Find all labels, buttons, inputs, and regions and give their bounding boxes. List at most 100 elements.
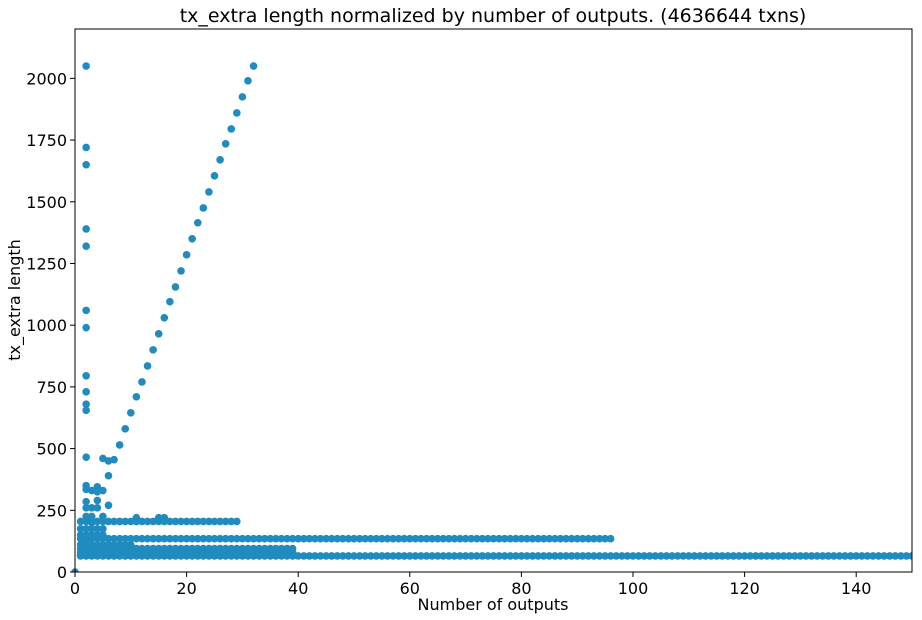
- data-point: [601, 534, 609, 543]
- data-point: [260, 534, 269, 543]
- data-point: [294, 534, 303, 543]
- data-point: [82, 531, 90, 539]
- data-point: [366, 534, 375, 543]
- data-point: [818, 552, 827, 560]
- data-point: [115, 441, 124, 449]
- data-point: [104, 517, 113, 526]
- data-point: [87, 517, 96, 526]
- data-point: [612, 552, 621, 560]
- data-point: [143, 544, 152, 553]
- data-point: [188, 544, 196, 553]
- y-tick-label: 1750: [26, 131, 67, 150]
- data-point: [82, 323, 90, 332]
- data-point: [283, 544, 291, 553]
- data-point: [93, 504, 102, 512]
- data-point: [233, 534, 241, 543]
- data-point: [154, 534, 163, 543]
- data-point: [478, 534, 487, 543]
- data-point: [138, 534, 146, 543]
- data-point: [779, 552, 788, 560]
- data-point: [272, 534, 280, 543]
- data-point: [104, 541, 113, 549]
- data-point: [177, 267, 185, 275]
- data-point: [489, 534, 498, 543]
- data-point: [171, 534, 180, 543]
- data-point: [121, 425, 130, 433]
- data-point: [115, 534, 124, 543]
- data-point: [908, 552, 912, 560]
- data-point: [394, 552, 403, 560]
- data-point: [238, 93, 247, 101]
- data-point: [82, 225, 90, 233]
- data-point: [657, 552, 665, 560]
- data-point: [160, 534, 169, 543]
- data-point: [305, 534, 314, 543]
- data-point: [506, 534, 515, 543]
- data-point: [472, 534, 481, 543]
- data-point: [93, 496, 102, 505]
- data-point: [143, 517, 152, 526]
- data-point: [160, 517, 169, 526]
- data-point: [339, 552, 347, 560]
- data-point: [316, 534, 325, 543]
- data-point: [216, 544, 224, 553]
- data-point: [551, 552, 559, 560]
- data-point: [495, 552, 503, 560]
- data-point: [366, 552, 375, 560]
- data-point: [82, 453, 90, 462]
- data-point: [573, 552, 581, 560]
- data-point: [863, 552, 872, 560]
- plot-frame: [74, 28, 913, 573]
- data-point: [171, 517, 180, 526]
- data-point: [774, 552, 782, 560]
- data-point: [244, 77, 252, 85]
- data-point: [76, 541, 85, 549]
- data-point: [82, 525, 90, 533]
- data-point: [227, 517, 236, 526]
- data-point: [82, 306, 90, 315]
- data-point: [528, 534, 537, 543]
- data-point: [662, 552, 671, 560]
- data-point: [534, 552, 542, 560]
- x-tick-label: 0: [70, 579, 80, 598]
- data-point: [517, 534, 526, 543]
- data-point: [567, 552, 576, 560]
- data-point: [266, 534, 275, 543]
- data-point: [82, 504, 90, 512]
- data-point: [422, 552, 431, 560]
- x-tick-label: 20: [176, 579, 196, 598]
- data-point: [394, 534, 403, 543]
- data-point: [221, 534, 230, 543]
- data-point: [205, 188, 213, 196]
- data-point: [127, 534, 135, 543]
- data-point: [193, 517, 202, 526]
- data-point: [221, 139, 230, 148]
- data-point: [244, 534, 252, 543]
- data-point: [428, 534, 436, 543]
- data-point: [316, 552, 325, 560]
- data-point: [82, 62, 90, 70]
- data-point: [266, 544, 275, 553]
- data-point: [166, 517, 174, 526]
- data-point: [193, 544, 202, 553]
- data-point: [830, 552, 838, 560]
- data-point: [902, 552, 911, 560]
- data-point: [294, 552, 303, 560]
- data-point: [177, 534, 185, 543]
- data-point: [322, 552, 330, 560]
- data-point: [445, 552, 453, 560]
- data-point: [143, 534, 152, 543]
- data-point: [874, 552, 883, 560]
- data-point: [76, 531, 85, 539]
- data-point: [361, 552, 369, 560]
- data-point: [333, 534, 342, 543]
- data-point: [880, 552, 888, 560]
- data-point: [171, 283, 180, 291]
- data-point: [115, 541, 124, 549]
- data-point: [512, 534, 520, 543]
- data-point: [182, 544, 191, 553]
- y-tick-label: 500: [36, 440, 67, 459]
- data-point: [82, 242, 90, 250]
- data-point: [221, 544, 230, 553]
- data-point: [606, 534, 615, 543]
